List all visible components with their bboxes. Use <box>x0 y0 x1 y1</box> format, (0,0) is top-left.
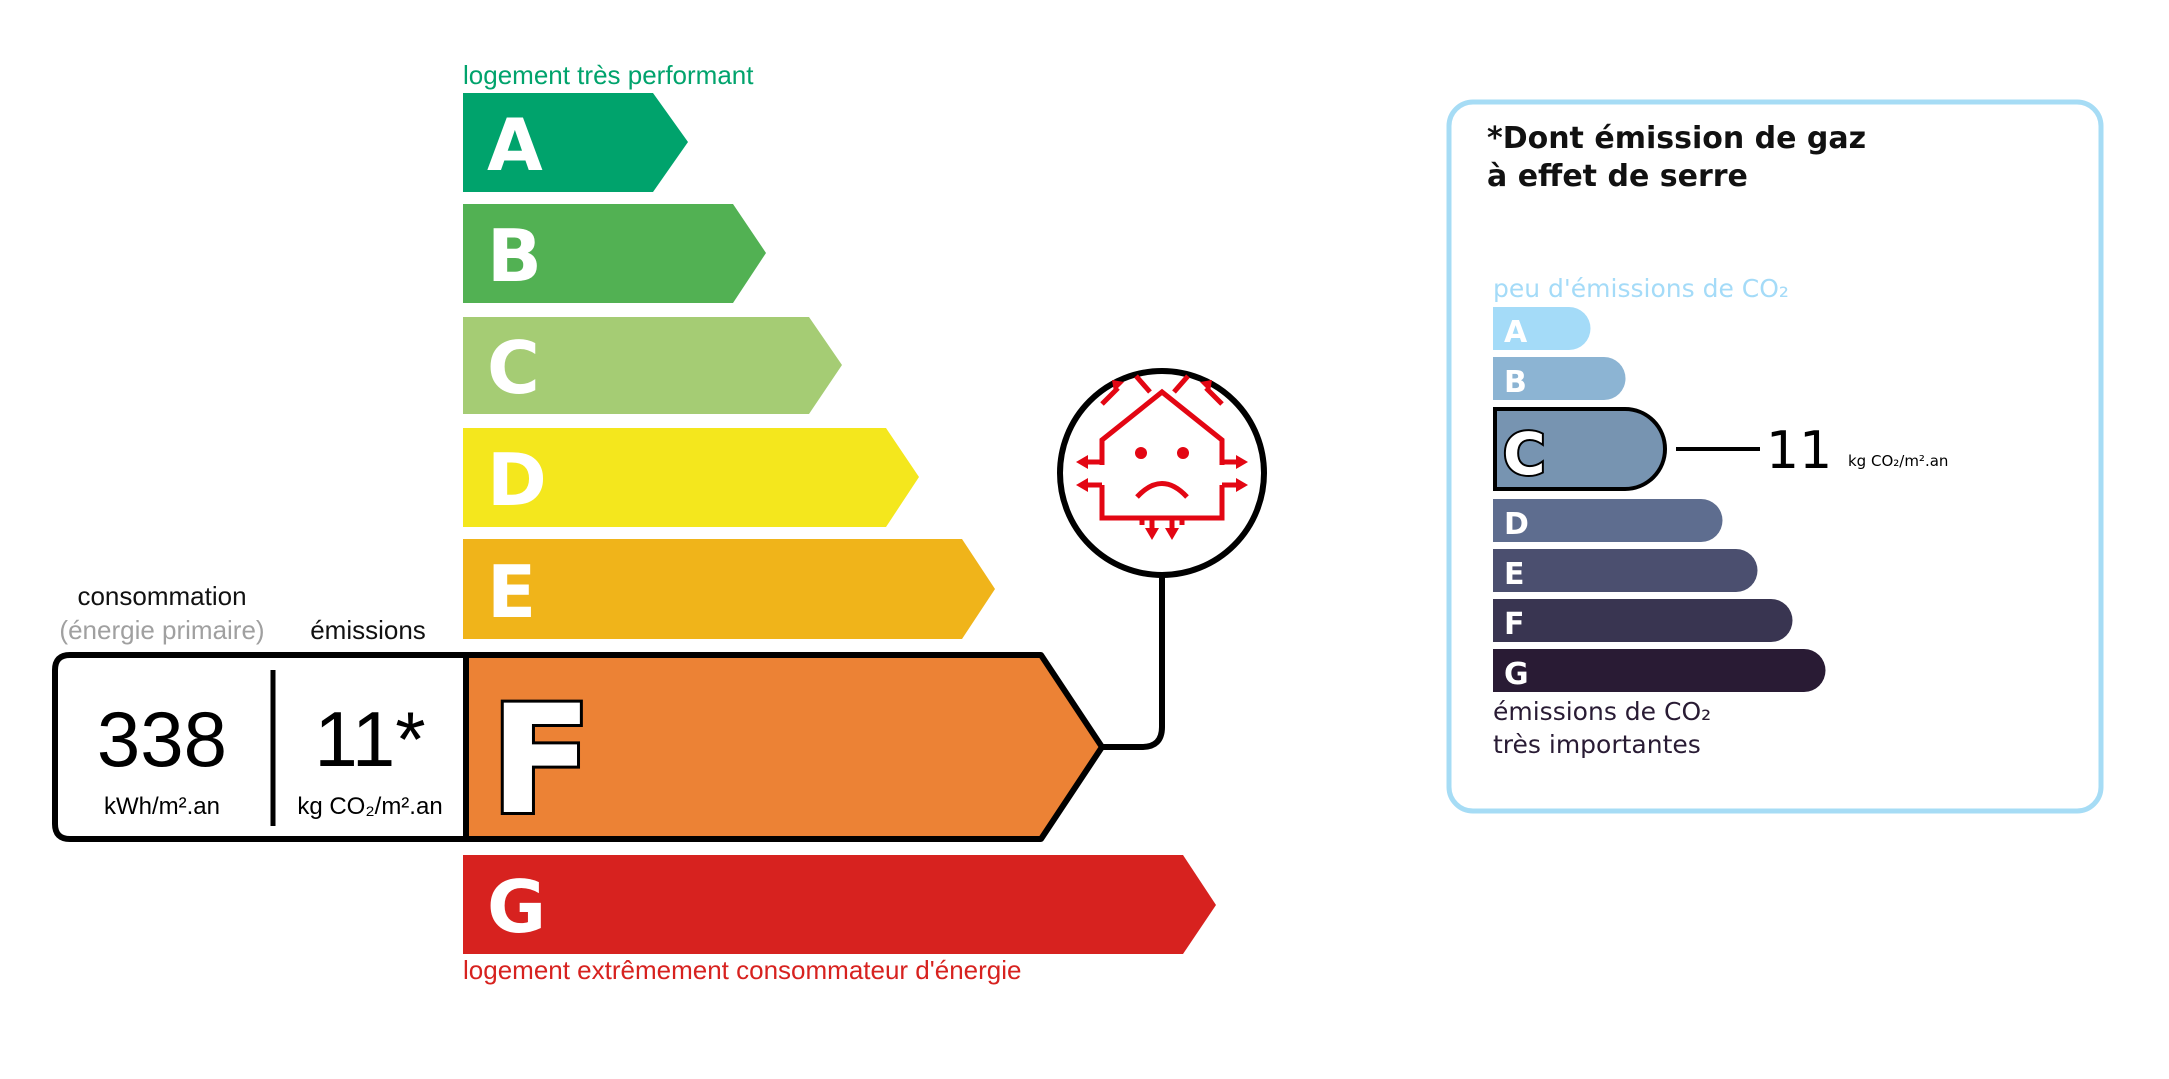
ghg-panel: *Dont émission de gaz à effet de serre p… <box>1446 99 2104 814</box>
icon-connector <box>1102 577 1165 750</box>
ghg-letter-c: C <box>1503 420 1546 488</box>
consumption-unit: kWh/m².an <box>104 793 220 820</box>
ghg-class-g: G <box>1493 649 1826 692</box>
ghg-bar-d <box>1493 499 1723 542</box>
class-bar-f <box>463 652 1105 842</box>
energy-class-e: E <box>463 539 995 639</box>
ghg-title-line2: à effet de serre <box>1487 159 1748 194</box>
class-bar-d <box>463 428 919 527</box>
class-bar-e <box>463 539 995 639</box>
top-label: logement très performant <box>463 60 754 90</box>
value-box <box>52 652 469 842</box>
class-letter-b: B <box>487 214 542 298</box>
ghg-class-d: D <box>1493 499 1723 542</box>
ghg-letter-d: D <box>1504 507 1529 542</box>
class-letter-a: A <box>487 103 543 187</box>
class-bar-g <box>463 855 1216 954</box>
ghg-bottom-label-line1: émissions de CO₂ <box>1493 697 1711 726</box>
ghg-class-f: F <box>1493 599 1793 642</box>
class-bar-a <box>463 93 688 192</box>
ghg-bottom-label-line2: très importantes <box>1493 730 1701 759</box>
emissions-value: 11* <box>314 695 425 783</box>
class-letter-e: E <box>487 550 536 634</box>
ghg-class-e: E <box>1493 549 1758 592</box>
ghg-top-label: peu d'émissions de CO₂ <box>1493 274 1789 303</box>
ghg-class-c-current: C 11 kg CO₂/m².an <box>1493 407 1948 491</box>
emissions-label: émissions <box>310 615 426 645</box>
ghg-value: 11 <box>1766 421 1832 481</box>
poorly-insulated-house-sad-face-icon <box>1057 368 1267 578</box>
ghg-title-line1: *Dont émission de gaz <box>1487 121 1866 156</box>
ghg-bar-e <box>1493 549 1758 592</box>
emissions-unit: kg CO₂/m².an <box>297 793 442 820</box>
consumption-value: 338 <box>97 695 227 783</box>
energy-class-g: G <box>463 855 1216 954</box>
energy-class-d: D <box>463 428 919 527</box>
class-letter-g: G <box>487 865 546 949</box>
ghg-bar-f <box>1493 599 1793 642</box>
ghg-bar-a <box>1493 307 1591 350</box>
consumption-label: consommation <box>77 581 246 611</box>
energy-class-a: A <box>463 93 688 192</box>
ghg-letter-f: F <box>1504 607 1525 642</box>
ghg-letter-e: E <box>1504 557 1525 592</box>
current-energy-class-f: 338 kWh/m².an 11* kg CO₂/m².an F <box>52 652 1105 851</box>
ghg-letter-g: G <box>1504 657 1529 692</box>
ghg-letter-b: B <box>1504 365 1527 400</box>
ghg-bar-c <box>1493 407 1667 491</box>
ghg-class-a: A <box>1493 307 1591 350</box>
class-bar-b <box>463 204 766 303</box>
ghg-bar-g <box>1493 649 1826 692</box>
class-letter-d: D <box>487 438 547 522</box>
ghg-letter-a: A <box>1504 315 1528 350</box>
ghg-unit: kg CO₂/m².an <box>1848 452 1948 470</box>
energy-class-b: B <box>463 204 766 303</box>
class-letter-c: C <box>487 326 540 410</box>
class-bar-c <box>463 317 842 414</box>
ghg-class-b: B <box>1493 357 1626 400</box>
bottom-label: logement extrêmement consommateur d'éner… <box>463 955 1021 985</box>
energy-class-c: C <box>463 317 842 414</box>
class-letter-f: F <box>490 674 592 848</box>
ghg-bar-b <box>1493 357 1626 400</box>
consumption-sublabel: (énergie primaire) <box>59 615 264 645</box>
